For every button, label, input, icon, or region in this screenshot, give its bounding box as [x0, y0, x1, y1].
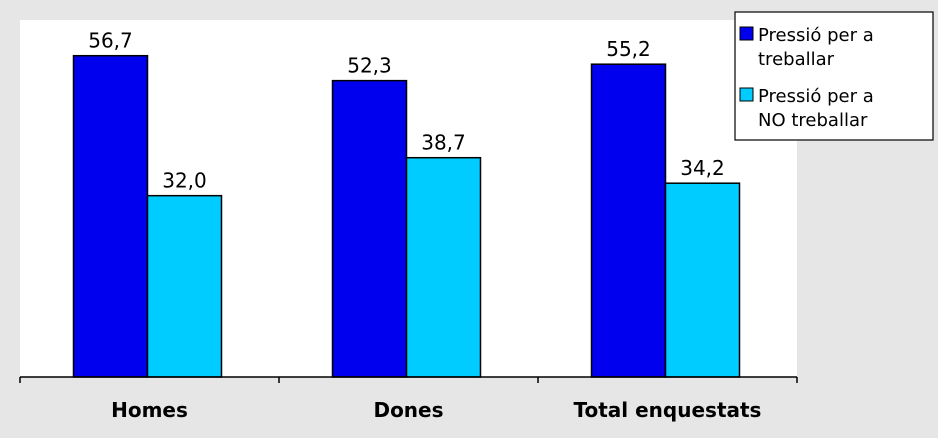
legend-swatch	[739, 87, 754, 102]
bar-pressio-treballar-homes	[72, 54, 149, 378]
legend-label: Pressió per a	[758, 86, 874, 107]
data-label: 56,7	[88, 29, 133, 53]
legend-label: treballar	[758, 49, 835, 70]
x-axis	[19, 376, 798, 383]
category-label: Homes	[111, 398, 188, 422]
bars-group: 56,7 52,3 55,2 32,0 38,7 34,2	[72, 29, 741, 378]
category-labels: Homes Dones Total enquestats	[111, 398, 761, 422]
data-label: 55,2	[606, 37, 651, 61]
category-label: Total enquestats	[574, 398, 762, 422]
legend-label: NO treballar	[758, 110, 868, 131]
data-label: 34,2	[680, 156, 725, 180]
bar-pressio-no-treballar-dones	[405, 156, 482, 378]
data-label: 52,3	[347, 54, 392, 78]
legend-swatch	[739, 26, 754, 41]
data-label: 32,0	[162, 169, 207, 193]
legend-label: Pressió per a	[758, 25, 874, 46]
category-label: Dones	[373, 398, 443, 422]
legend-box	[734, 11, 934, 141]
legend: Pressió per a treballar Pressió per a NO tr…	[734, 11, 934, 141]
bar-pressio-no-treballar-homes	[146, 194, 223, 378]
bar-pressio-treballar-total-enquestats	[590, 63, 667, 378]
data-label: 38,7	[421, 131, 466, 155]
bar-pressio-no-treballar-total-enquestats	[664, 182, 741, 378]
bar-pressio-treballar-dones	[331, 79, 408, 378]
